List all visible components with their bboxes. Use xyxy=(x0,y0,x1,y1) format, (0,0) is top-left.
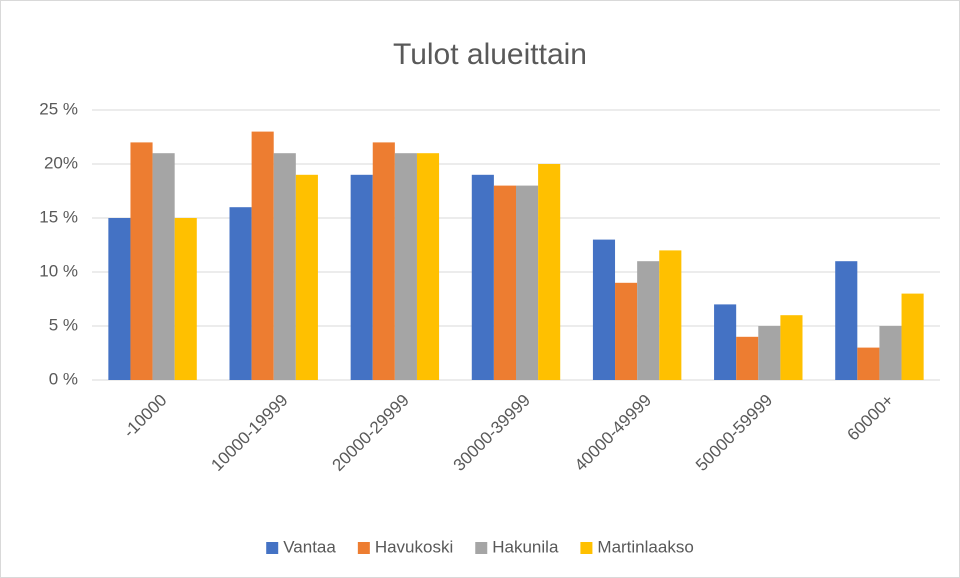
bar xyxy=(901,293,924,380)
bar xyxy=(879,326,902,380)
bar xyxy=(758,326,781,380)
bar xyxy=(174,218,197,380)
bar xyxy=(295,174,318,380)
bar xyxy=(251,131,274,380)
bar xyxy=(659,250,682,380)
bar xyxy=(538,164,561,380)
bar xyxy=(592,239,616,380)
bar xyxy=(637,261,660,380)
bar xyxy=(615,282,638,380)
bar xyxy=(493,185,516,380)
bar xyxy=(394,153,417,380)
bar xyxy=(736,336,759,380)
legend-swatch xyxy=(357,542,370,554)
y-tick-label: 15 % xyxy=(39,207,78,226)
chart-title: Tulot alueittain xyxy=(393,38,587,71)
legend-swatch xyxy=(580,542,593,554)
bar xyxy=(108,218,131,380)
legend-label: Hakunila xyxy=(492,537,559,556)
bar xyxy=(372,142,395,380)
bar xyxy=(516,185,539,380)
y-tick-label: 25 % xyxy=(39,99,78,118)
y-tick-label: 5 % xyxy=(49,315,78,334)
legend-label: Havukoski xyxy=(375,537,453,556)
legend-swatch xyxy=(475,542,488,554)
bar xyxy=(229,207,252,380)
bar xyxy=(714,304,737,380)
bar xyxy=(152,153,175,380)
legend-label: Vantaa xyxy=(283,537,336,556)
legend-label: Martinlaakso xyxy=(597,537,693,556)
bar xyxy=(273,153,296,380)
bar xyxy=(130,142,153,380)
y-tick-label: 20% xyxy=(44,153,78,172)
y-tick-label: 10 % xyxy=(39,261,78,280)
legend-swatch xyxy=(266,542,279,554)
bar xyxy=(857,347,880,380)
bar xyxy=(416,153,440,380)
y-tick-label: 0 % xyxy=(49,369,78,388)
bar xyxy=(835,261,858,380)
bar xyxy=(471,174,494,380)
bar xyxy=(350,174,373,380)
bar xyxy=(780,315,803,380)
